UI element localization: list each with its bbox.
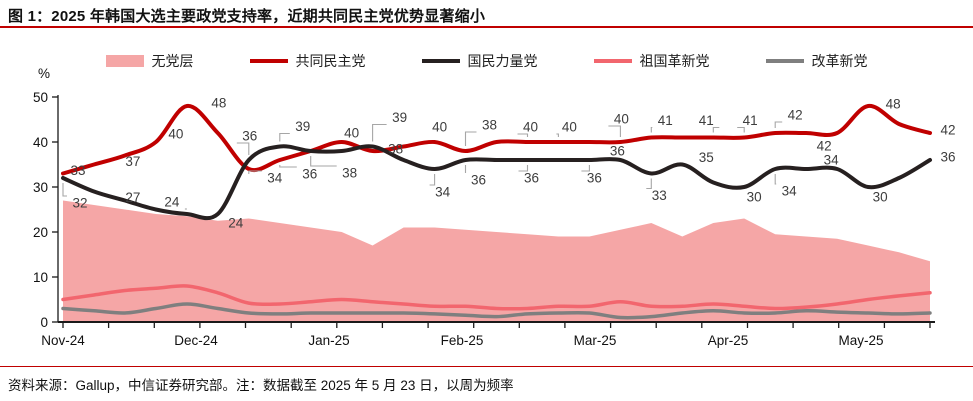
source-note: 资料来源：Gallup，中信证券研究部。注：数据截至 2025 年 5 月 23… xyxy=(8,378,514,393)
svg-text:20: 20 xyxy=(33,225,48,240)
svg-text:40: 40 xyxy=(614,112,629,127)
svg-text:36: 36 xyxy=(242,129,257,144)
svg-text:34: 34 xyxy=(267,171,283,186)
svg-text:30: 30 xyxy=(747,190,762,205)
svg-text:Mar-25: Mar-25 xyxy=(574,333,617,348)
chart-legend: 无党层 共同民主党 国民力量党 祖国革新党 改革新党 xyxy=(0,51,973,71)
svg-text:27: 27 xyxy=(125,190,140,205)
svg-text:41: 41 xyxy=(743,113,758,128)
svg-text:34: 34 xyxy=(824,153,840,168)
svg-text:33: 33 xyxy=(70,163,85,178)
svg-text:33: 33 xyxy=(652,188,667,203)
legend-item-democratic-party: 共同民主党 xyxy=(249,51,366,71)
svg-text:Jan-25: Jan-25 xyxy=(308,333,349,348)
svg-text:24: 24 xyxy=(164,195,180,210)
svg-text:42: 42 xyxy=(817,139,832,154)
svg-text:34: 34 xyxy=(435,185,451,200)
svg-text:50: 50 xyxy=(33,90,48,105)
legend-label: 无党层 xyxy=(151,53,194,69)
svg-text:39: 39 xyxy=(295,119,310,134)
svg-text:39: 39 xyxy=(392,110,407,125)
legend-label: 国民力量党 xyxy=(467,53,538,69)
svg-text:32: 32 xyxy=(72,196,87,211)
legend-label: 改革新党 xyxy=(811,53,868,69)
svg-text:37: 37 xyxy=(125,154,140,169)
svg-text:36: 36 xyxy=(610,144,625,159)
svg-text:48: 48 xyxy=(886,97,901,112)
svg-text:30: 30 xyxy=(33,180,48,195)
legend-item-reform-party: 改革新党 xyxy=(765,51,868,71)
svg-text:40: 40 xyxy=(432,120,447,135)
svg-text:42: 42 xyxy=(940,123,955,138)
svg-text:34: 34 xyxy=(782,184,798,199)
svg-text:40: 40 xyxy=(523,120,538,135)
svg-text:30: 30 xyxy=(873,190,888,205)
legend-label: 共同民主党 xyxy=(295,53,366,69)
line-swatch-icon xyxy=(765,59,804,63)
svg-text:40: 40 xyxy=(562,120,577,135)
figure-title: 图 1：2025 年韩国大选主要政党支持率，近期共同民主党优势显著缩小 xyxy=(8,8,486,25)
svg-text:36: 36 xyxy=(940,150,955,165)
svg-text:48: 48 xyxy=(211,96,226,111)
svg-text:Nov-24: Nov-24 xyxy=(41,333,85,348)
svg-text:41: 41 xyxy=(699,113,714,128)
svg-text:42: 42 xyxy=(788,108,803,123)
footer-divider xyxy=(0,366,973,367)
line-swatch-icon xyxy=(593,59,632,63)
line-swatch-icon xyxy=(249,59,288,63)
svg-text:36: 36 xyxy=(471,173,486,188)
svg-text:40: 40 xyxy=(33,135,48,150)
legend-item-rebuilding-korea-party: 祖国革新党 xyxy=(593,51,710,71)
legend-label: 祖国革新党 xyxy=(639,53,710,69)
svg-text:41: 41 xyxy=(658,113,673,128)
svg-text:10: 10 xyxy=(33,270,48,285)
title-underline xyxy=(0,26,973,28)
svg-text:0: 0 xyxy=(40,315,48,330)
svg-text:38: 38 xyxy=(388,142,403,157)
svg-text:40: 40 xyxy=(168,127,183,142)
svg-text:38: 38 xyxy=(342,166,357,181)
svg-text:Dec-24: Dec-24 xyxy=(174,333,218,348)
svg-text:Feb-25: Feb-25 xyxy=(441,333,484,348)
svg-text:%: % xyxy=(38,66,50,81)
svg-text:35: 35 xyxy=(699,150,714,165)
svg-text:36: 36 xyxy=(524,171,539,186)
svg-text:38: 38 xyxy=(482,118,497,133)
line-swatch-icon xyxy=(421,59,460,63)
svg-text:Apr-25: Apr-25 xyxy=(708,333,749,348)
svg-text:36: 36 xyxy=(302,167,317,182)
svg-text:May-25: May-25 xyxy=(838,333,883,348)
legend-item-independents: 无党层 xyxy=(105,51,194,71)
svg-text:24: 24 xyxy=(228,216,244,231)
svg-text:36: 36 xyxy=(587,171,602,186)
legend-item-people-power-party: 国民力量党 xyxy=(421,51,538,71)
svg-text:40: 40 xyxy=(344,126,359,141)
area-swatch-icon xyxy=(105,55,144,67)
